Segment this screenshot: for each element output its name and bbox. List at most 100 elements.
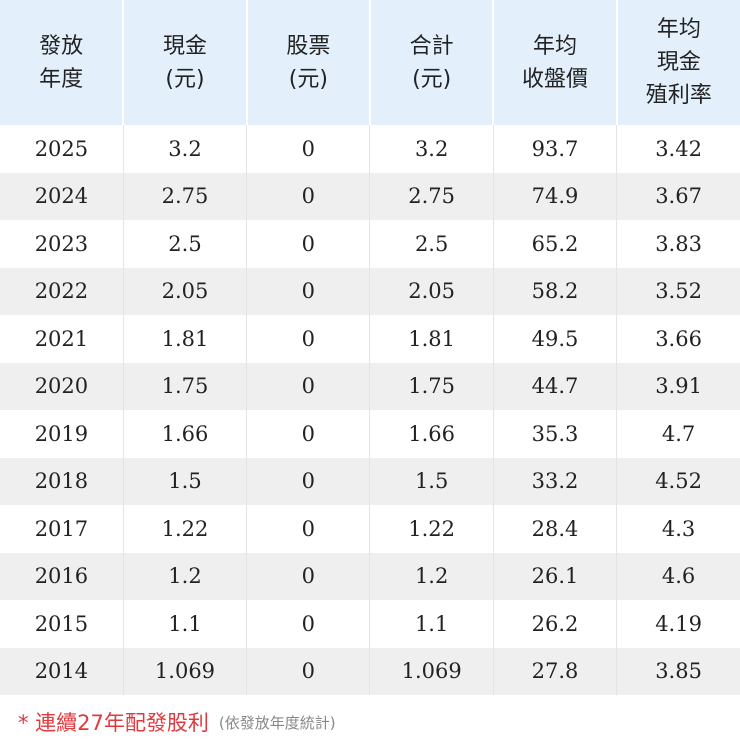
table-cell: 28.4 [492, 505, 617, 553]
table-row: 2024 2.75 0 2.75 74.9 3.67 [0, 172, 740, 220]
header-cell: 合計 (元) [368, 0, 494, 125]
table-cell: 4.52 [616, 457, 740, 505]
header-row: 發放 年度 現金 (元) 股票 (元) 合計 (元) 年均 收盤價 年均 現金 殖利率 [0, 0, 740, 125]
table-cell: 4.7 [616, 410, 740, 458]
table-cell: 2.05 [122, 267, 247, 315]
header-cell: 股票 (元) [245, 0, 370, 125]
table-cell: 3.67 [616, 172, 740, 220]
table-cell: 26.1 [492, 552, 617, 600]
table-cell: 3.42 [616, 125, 740, 173]
table-cell: 3.91 [616, 362, 740, 410]
table-cell: 2022 [0, 267, 124, 315]
table-cell: 1.069 [369, 647, 494, 695]
table-cell: 2024 [0, 172, 124, 220]
table-cell: 1.5 [369, 457, 494, 505]
table-cell: 0 [246, 315, 370, 363]
footer: * 連續27年配發股利 (依發放年度統計) [0, 695, 740, 749]
table-cell: 0 [246, 457, 370, 505]
header-line: 現金 [162, 33, 207, 59]
table-cell: 0 [246, 172, 370, 220]
header-line: (元) [412, 66, 452, 92]
table-cell: 2017 [34, 516, 89, 541]
table-row: 2016 1.2 0 1.2 26.1 4.6 [0, 552, 740, 600]
table-row: 2017 1.22 0 1.22 28.4 4.3 [0, 505, 740, 553]
table-cell: 93.7 [492, 125, 617, 173]
dividend-table: 發放 年度 現金 (元) 股票 (元) 合計 (元) 年均 收盤價 年均 現金 殖利率 2025 3.2 0… [0, 0, 740, 695]
table-row: 2018 1.5 0 1.5 33.2 4.52 [0, 457, 740, 505]
table-cell: 0 [246, 647, 370, 695]
table-cell: 3.2 [369, 125, 494, 173]
table-cell: 35.3 [492, 410, 617, 458]
table-cell: 2014 [0, 647, 124, 695]
table-cell: 2016 [0, 552, 124, 600]
table-row: 2014 1.069 0 1.069 27.8 3.85 [0, 647, 740, 695]
table-cell: 1.75 [369, 362, 494, 410]
table-cell: 1.1 [122, 600, 247, 648]
table-cell: 49.5 [492, 315, 617, 363]
table-cell: 74.9 [492, 172, 617, 220]
table-cell: 3.52 [616, 267, 740, 315]
table-cell: 0 [246, 125, 370, 173]
table-cell: 2.75 [122, 172, 247, 220]
header-line: 殖利率 [645, 83, 712, 108]
table-cell: 0 [246, 505, 370, 553]
header-line: 年均 [532, 33, 577, 59]
table-cell: 1.66 [369, 410, 494, 458]
table-row: 2021 1.81 0 1.81 49.5 3.66 [0, 315, 740, 363]
table-cell: 65.2 [492, 220, 617, 268]
table-cell: 26.2 [492, 600, 617, 648]
table-cell: 1.22 [122, 505, 247, 553]
table-cell: 2020 [0, 362, 124, 410]
footer-note: * 連續27年配發股利 [18, 711, 209, 735]
header-cell: 發放 年度 [0, 0, 124, 125]
table-body: 2025 3.2 0 3.2 93.7 3.42 2024 2.75 0 2.75 74.9 3.67… [0, 125, 740, 695]
table-cell: 0 [246, 410, 370, 458]
header-line: 年度 [39, 66, 84, 92]
table-cell: 1.2 [369, 552, 494, 600]
header-line: (元) [165, 66, 205, 92]
table-cell: 2.5 [369, 220, 494, 268]
table-cell: 1.66 [122, 410, 247, 458]
table-header: 發放 年度 現金 (元) 股票 (元) 合計 (元) 年均 收盤價 年均 現金 殖利率 [0, 0, 740, 125]
table-cell: 4.3 [616, 505, 740, 553]
table-row: 2025 3.2 0 3.2 93.7 3.42 [0, 125, 740, 173]
table-cell: 1.1 [369, 600, 494, 648]
table-cell: 1.22 [369, 505, 494, 553]
table-cell: 3.66 [616, 315, 740, 363]
table-row: 2020 1.75 0 1.75 44.7 3.91 [0, 362, 740, 410]
table-cell: 4.19 [616, 600, 740, 648]
table-cell: 1.2 [122, 552, 247, 600]
table-cell: 2025 [34, 136, 89, 161]
header-line: 年均 [656, 17, 701, 42]
table-cell: 1.75 [122, 362, 247, 410]
header-cell: 年均 現金 殖利率 [615, 0, 740, 125]
header-line: 發放 [39, 33, 84, 59]
table-cell: 3.83 [616, 220, 740, 268]
table-cell: 44.7 [492, 362, 617, 410]
table-cell: 0 [246, 267, 370, 315]
header-cell: 年均 收盤價 [492, 0, 617, 125]
table-cell: 2019 [34, 421, 89, 446]
header-line: 合計 [409, 33, 454, 59]
header-line: (元) [288, 66, 328, 92]
table-cell: 3.85 [616, 647, 740, 695]
table-cell: 2018 [0, 457, 124, 505]
table-cell: 2.75 [369, 172, 494, 220]
table-row: 2019 1.66 0 1.66 35.3 4.7 [0, 410, 740, 458]
table-cell: 2.05 [369, 267, 494, 315]
table-cell: 1.5 [122, 457, 247, 505]
table-cell: 2023 [34, 231, 89, 256]
table-cell: 27.8 [492, 647, 617, 695]
table-cell: 0 [246, 220, 370, 268]
table-cell: 4.6 [616, 552, 740, 600]
header-line: 股票 [286, 33, 331, 59]
table-cell: 2.5 [122, 220, 247, 268]
table-cell: 1.069 [122, 647, 247, 695]
footer-sub: (依發放年度統計) [218, 713, 336, 732]
table-cell: 1.81 [369, 315, 494, 363]
header-line: 收盤價 [521, 66, 588, 92]
table-row: 2023 2.5 0 2.5 65.2 3.83 [0, 220, 740, 268]
header-cell: 現金 (元) [122, 0, 247, 125]
table-cell: 2015 [34, 611, 89, 636]
